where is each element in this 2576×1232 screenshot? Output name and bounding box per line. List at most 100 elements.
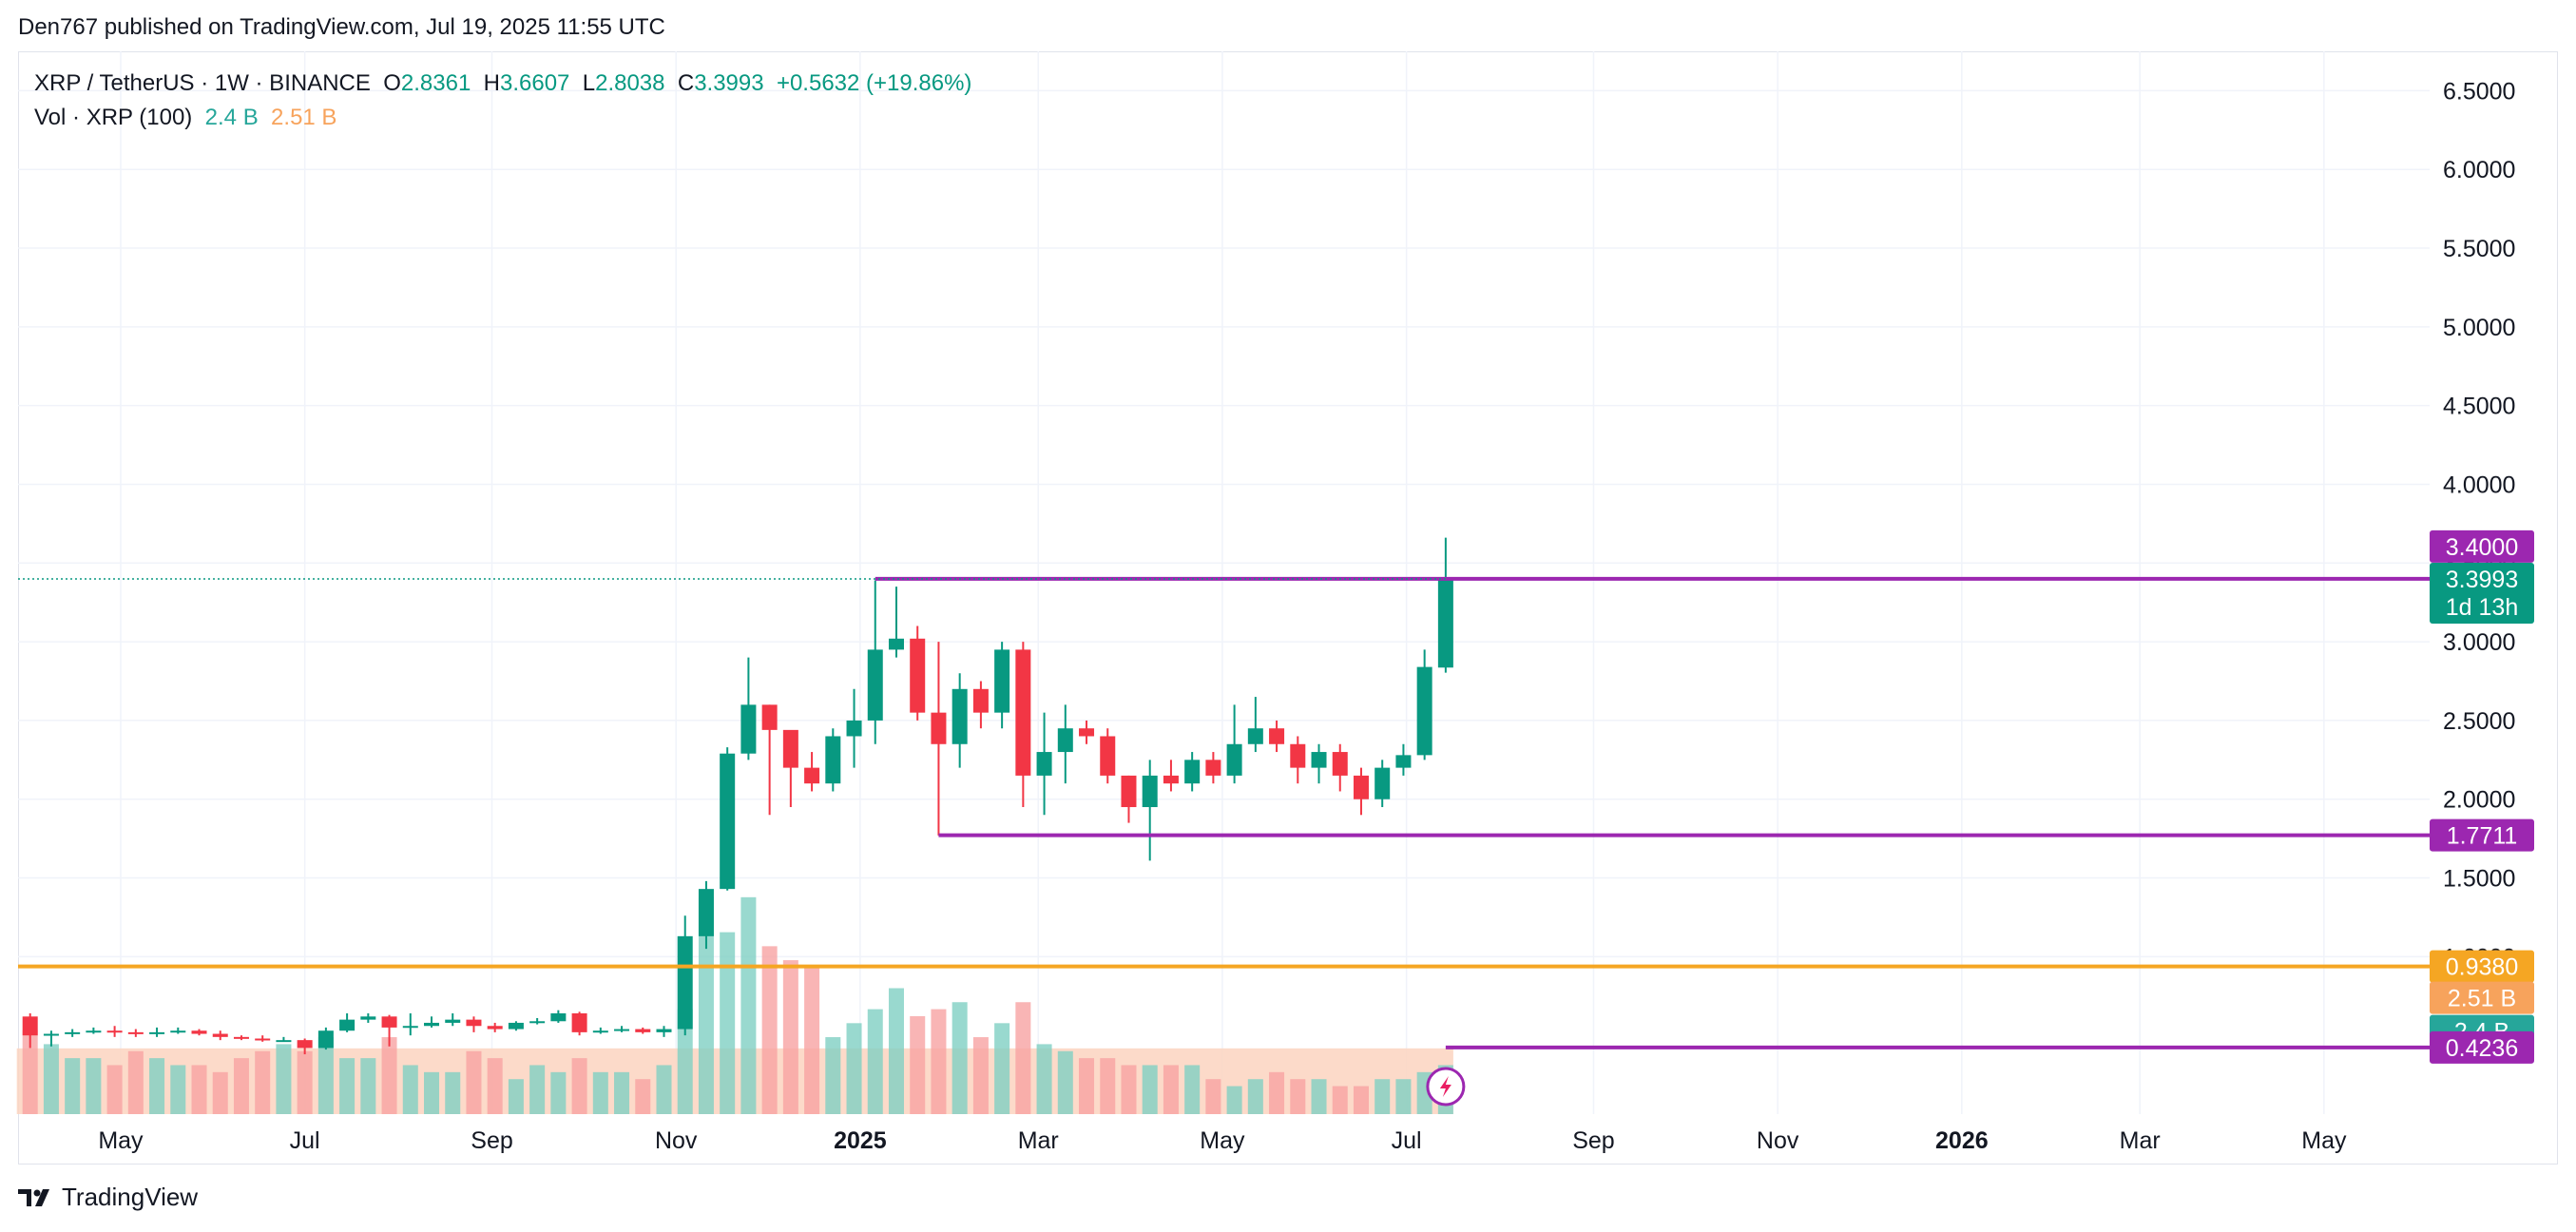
badge-level-low-text: 0.4236 xyxy=(2446,1035,2518,1062)
candle-body xyxy=(424,1022,440,1027)
y-tick-label: 5.5000 xyxy=(2443,236,2515,262)
badge-volume-ma-text: 2.51 B xyxy=(2448,986,2516,1012)
publisher-line: Den767 published on TradingView.com, Jul… xyxy=(18,14,665,40)
candle-layer xyxy=(22,537,1453,1055)
candle-body xyxy=(1163,775,1179,784)
volume-bar xyxy=(445,1071,461,1114)
legend-open: 2.8361 xyxy=(400,70,471,96)
volume-bar xyxy=(888,988,904,1114)
candle-body xyxy=(1121,775,1137,808)
volume-bar xyxy=(720,932,736,1114)
volume-bar xyxy=(233,1058,249,1114)
volume-bar xyxy=(825,1037,841,1114)
volume-bar xyxy=(1057,1050,1073,1114)
x-tick-label: Mar xyxy=(1018,1127,1059,1154)
candle-body xyxy=(255,1038,271,1041)
volume-bar xyxy=(846,1023,862,1114)
candle-body xyxy=(508,1022,524,1030)
badge-level-orange xyxy=(2430,950,2534,983)
candle-body xyxy=(1353,775,1369,799)
volume-bar xyxy=(677,1009,693,1114)
volume-bar xyxy=(1290,1079,1306,1114)
badge-level-support-text: 1.7711 xyxy=(2447,823,2518,850)
chart-frame xyxy=(18,51,2558,1165)
candle-body xyxy=(761,704,778,730)
y-tick-label: 2.5000 xyxy=(2443,708,2515,735)
candle-body xyxy=(466,1019,482,1027)
candle-body xyxy=(1100,736,1116,776)
legend-close: 3.3993 xyxy=(694,70,764,96)
candle-body xyxy=(381,1016,397,1028)
candle-body xyxy=(677,935,693,1030)
candle-body xyxy=(1269,728,1285,744)
legend-high: 3.6607 xyxy=(499,70,570,96)
legend-vol-ma: 2.51 B xyxy=(271,105,337,130)
candle-body xyxy=(339,1019,356,1031)
candle-body xyxy=(445,1019,461,1023)
volume-bar xyxy=(191,1065,207,1114)
badge-level-low xyxy=(2430,1030,2534,1064)
badge-countdown-text: 1d 13h xyxy=(2446,594,2518,621)
candle-body xyxy=(1395,755,1412,768)
tradingview-logo-icon xyxy=(18,1188,49,1206)
legend-vol-value: 2.4 B xyxy=(204,105,259,130)
legend-low-label: L xyxy=(582,70,596,96)
candle-body xyxy=(402,1026,418,1029)
badge-level-orange-text: 0.9380 xyxy=(2446,954,2518,981)
y-tick-label: 6.0000 xyxy=(2443,157,2515,183)
volume-bar xyxy=(149,1058,165,1114)
candle-body xyxy=(1036,752,1052,776)
volume-bar xyxy=(276,1044,292,1114)
y-tick-label: 2.0000 xyxy=(2443,787,2515,814)
candle-body xyxy=(317,1030,334,1049)
volume-bar xyxy=(297,1050,313,1114)
volume-bar xyxy=(466,1050,482,1114)
candle-body xyxy=(720,753,736,890)
volume-bar xyxy=(1205,1079,1221,1114)
volume-layer xyxy=(16,896,1453,1114)
candle-body xyxy=(550,1012,567,1022)
badge-level-high xyxy=(2430,529,2534,563)
candle-body xyxy=(233,1036,249,1039)
y-tick-label: 1.5000 xyxy=(2443,866,2515,893)
legend-volume-row: Vol · XRP (100) 2.4 B 2.51 B xyxy=(34,101,971,135)
line-layer xyxy=(18,576,2430,1049)
y-tick-label: 5.0000 xyxy=(2443,315,2515,341)
volume-bar xyxy=(1100,1058,1116,1114)
tradingview-footer[interactable]: TradingView xyxy=(18,1183,198,1212)
volume-bar xyxy=(698,896,714,1114)
volume-bar xyxy=(255,1050,271,1114)
badge-level-high-text: 3.4000 xyxy=(2446,534,2518,561)
volume-bar xyxy=(614,1071,630,1114)
volume-bar xyxy=(550,1071,567,1114)
volume-bar xyxy=(910,1015,926,1114)
volume-bar xyxy=(1184,1065,1201,1114)
volume-bar xyxy=(339,1058,356,1114)
chart-legend: XRP / TetherUS · 1W · BINANCE O2.8361 H3… xyxy=(34,67,971,135)
volume-bar xyxy=(127,1050,144,1114)
candle-body xyxy=(635,1029,651,1032)
y-tick-label: 6.5000 xyxy=(2443,78,2515,105)
candle-body xyxy=(276,1040,292,1043)
candle-body xyxy=(22,1016,38,1036)
volume-bar xyxy=(804,967,820,1114)
volume-bar xyxy=(1036,1044,1052,1114)
volume-bar xyxy=(994,1023,1010,1114)
y-tick-label: 4.5000 xyxy=(2443,394,2515,420)
volume-bar xyxy=(1015,1002,1031,1114)
badge-level-support xyxy=(2430,818,2534,852)
legend-symbol[interactable]: XRP / TetherUS · 1W · BINANCE xyxy=(34,70,371,96)
legend-vol-label[interactable]: Vol · XRP (100) xyxy=(34,105,193,130)
candle-body xyxy=(571,1012,587,1032)
candle-body xyxy=(297,1040,313,1049)
legend-close-label: C xyxy=(677,70,695,96)
candle-body xyxy=(804,767,820,784)
candle-body xyxy=(86,1030,102,1033)
candle-body xyxy=(1247,728,1263,744)
candle-body xyxy=(65,1031,81,1034)
x-tick-label: 2025 xyxy=(834,1127,887,1154)
legend-change: +0.5632 (+19.86%) xyxy=(776,70,972,96)
x-tick-label: Jul xyxy=(290,1127,320,1154)
